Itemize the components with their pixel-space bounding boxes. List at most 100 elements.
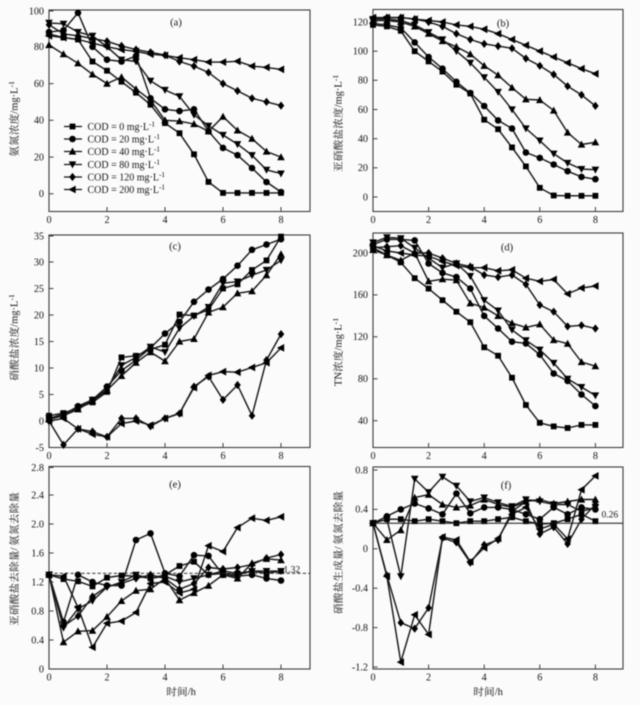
svg-text:40: 40 <box>358 416 368 427</box>
svg-text:0: 0 <box>46 451 51 462</box>
svg-text:0: 0 <box>370 451 375 462</box>
svg-text:80: 80 <box>358 374 368 385</box>
svg-text:2: 2 <box>426 673 431 684</box>
svg-text:2: 2 <box>104 215 109 226</box>
svg-text:6: 6 <box>537 451 542 462</box>
svg-text:20: 20 <box>34 152 44 163</box>
svg-text:25: 25 <box>34 284 44 295</box>
svg-text:-1: -1 <box>159 184 165 192</box>
svg-text:-1: -1 <box>154 146 160 154</box>
svg-text:2: 2 <box>104 451 109 462</box>
svg-text:80: 80 <box>34 42 44 53</box>
svg-text:8: 8 <box>593 215 598 226</box>
svg-text:4: 4 <box>162 215 167 226</box>
svg-text:-0.4: -0.4 <box>352 584 368 595</box>
svg-text:(a): (a) <box>170 18 182 29</box>
svg-text:0: 0 <box>39 189 44 200</box>
svg-text:2: 2 <box>104 673 109 684</box>
svg-text:/: / <box>10 548 21 551</box>
svg-text:-1: -1 <box>154 133 160 141</box>
svg-text:4: 4 <box>162 673 167 684</box>
svg-text:-1: -1 <box>331 75 340 82</box>
svg-text:-0.8: -0.8 <box>352 623 368 634</box>
svg-text:0.8: 0.8 <box>355 465 368 476</box>
svg-text:COD = 80 mg·L: COD = 80 mg·L <box>88 160 154 171</box>
svg-text:8: 8 <box>278 215 283 226</box>
svg-text:4: 4 <box>482 451 487 462</box>
svg-text:20: 20 <box>34 310 44 321</box>
svg-text:4: 4 <box>482 215 487 226</box>
svg-text:0.4: 0.4 <box>31 635 44 646</box>
svg-text:COD = 0 mg·L: COD = 0 mg·L <box>88 122 149 133</box>
svg-text:COD = 40 mg·L: COD = 40 mg·L <box>88 147 154 158</box>
svg-text:6: 6 <box>537 673 542 684</box>
svg-text:/h: /h <box>495 687 504 698</box>
svg-text:60: 60 <box>358 105 368 116</box>
svg-text:(d): (d) <box>501 243 514 254</box>
svg-text:20: 20 <box>358 163 368 174</box>
svg-text:/h: /h <box>188 687 197 698</box>
svg-text:1.6: 1.6 <box>31 548 44 559</box>
svg-text:0: 0 <box>46 215 51 226</box>
svg-text:-1.2: -1.2 <box>352 662 368 673</box>
svg-text:2.0: 2.0 <box>31 519 44 530</box>
svg-text:6: 6 <box>537 215 542 226</box>
svg-text:1.32: 1.32 <box>284 565 301 575</box>
svg-text:40: 40 <box>34 116 44 127</box>
svg-text:/: / <box>334 546 345 549</box>
svg-text:COD = 120 mg·L: COD = 120 mg·L <box>88 172 159 183</box>
svg-text:(b): (b) <box>497 19 510 30</box>
svg-text:0: 0 <box>370 673 375 684</box>
svg-text:100: 100 <box>29 6 44 17</box>
svg-text:6: 6 <box>220 451 225 462</box>
svg-text:0: 0 <box>46 673 51 684</box>
svg-text:0.26: 0.26 <box>602 510 619 520</box>
svg-text:0: 0 <box>363 192 368 203</box>
svg-text:8: 8 <box>278 451 283 462</box>
svg-text:8: 8 <box>593 451 598 462</box>
svg-text:30: 30 <box>34 257 44 268</box>
svg-text:-5: -5 <box>36 443 45 454</box>
svg-text:2: 2 <box>426 215 431 226</box>
svg-text:80: 80 <box>358 76 368 87</box>
svg-text:6: 6 <box>220 215 225 226</box>
svg-text:2.8: 2.8 <box>31 463 44 474</box>
svg-text:0.8: 0.8 <box>31 606 44 617</box>
svg-text:160: 160 <box>353 290 368 301</box>
svg-text:0: 0 <box>39 416 44 427</box>
svg-text:-1: -1 <box>7 81 16 88</box>
svg-text:(f): (f) <box>501 481 512 492</box>
svg-text:-1: -1 <box>331 318 340 325</box>
svg-text:TN: TN <box>334 372 345 386</box>
svg-text:1.2: 1.2 <box>31 577 44 588</box>
svg-text:120: 120 <box>353 17 368 28</box>
svg-text:2: 2 <box>426 451 431 462</box>
svg-text:100: 100 <box>353 47 368 58</box>
svg-text:COD = 20 mg·L: COD = 20 mg·L <box>88 134 154 145</box>
svg-text:-1: -1 <box>154 159 160 167</box>
svg-text:COD = 200 mg·L: COD = 200 mg·L <box>88 185 159 196</box>
svg-text:(c): (c) <box>169 242 181 253</box>
svg-text:8: 8 <box>593 673 598 684</box>
svg-text:60: 60 <box>34 79 44 90</box>
svg-text:0: 0 <box>370 215 375 226</box>
svg-text:2.4: 2.4 <box>31 490 44 501</box>
svg-text:0: 0 <box>39 664 44 675</box>
svg-text:120: 120 <box>353 332 368 343</box>
svg-text:40: 40 <box>358 134 368 145</box>
svg-text:-1: -1 <box>159 171 165 179</box>
svg-text:200: 200 <box>353 248 368 259</box>
svg-text:0: 0 <box>363 544 368 555</box>
svg-text:6: 6 <box>220 673 225 684</box>
svg-text:0.4: 0.4 <box>355 505 368 516</box>
svg-text:15: 15 <box>34 337 44 348</box>
svg-text:4: 4 <box>482 673 487 684</box>
svg-text:-1: -1 <box>7 294 16 301</box>
svg-text:8: 8 <box>278 673 283 684</box>
svg-text:10: 10 <box>34 363 44 374</box>
svg-text:5: 5 <box>39 390 44 401</box>
svg-text:/mg·L: /mg·L <box>10 87 21 113</box>
svg-text:(e): (e) <box>169 480 181 491</box>
svg-text:/mg·L: /mg·L <box>334 324 345 350</box>
svg-text:4: 4 <box>162 451 167 462</box>
